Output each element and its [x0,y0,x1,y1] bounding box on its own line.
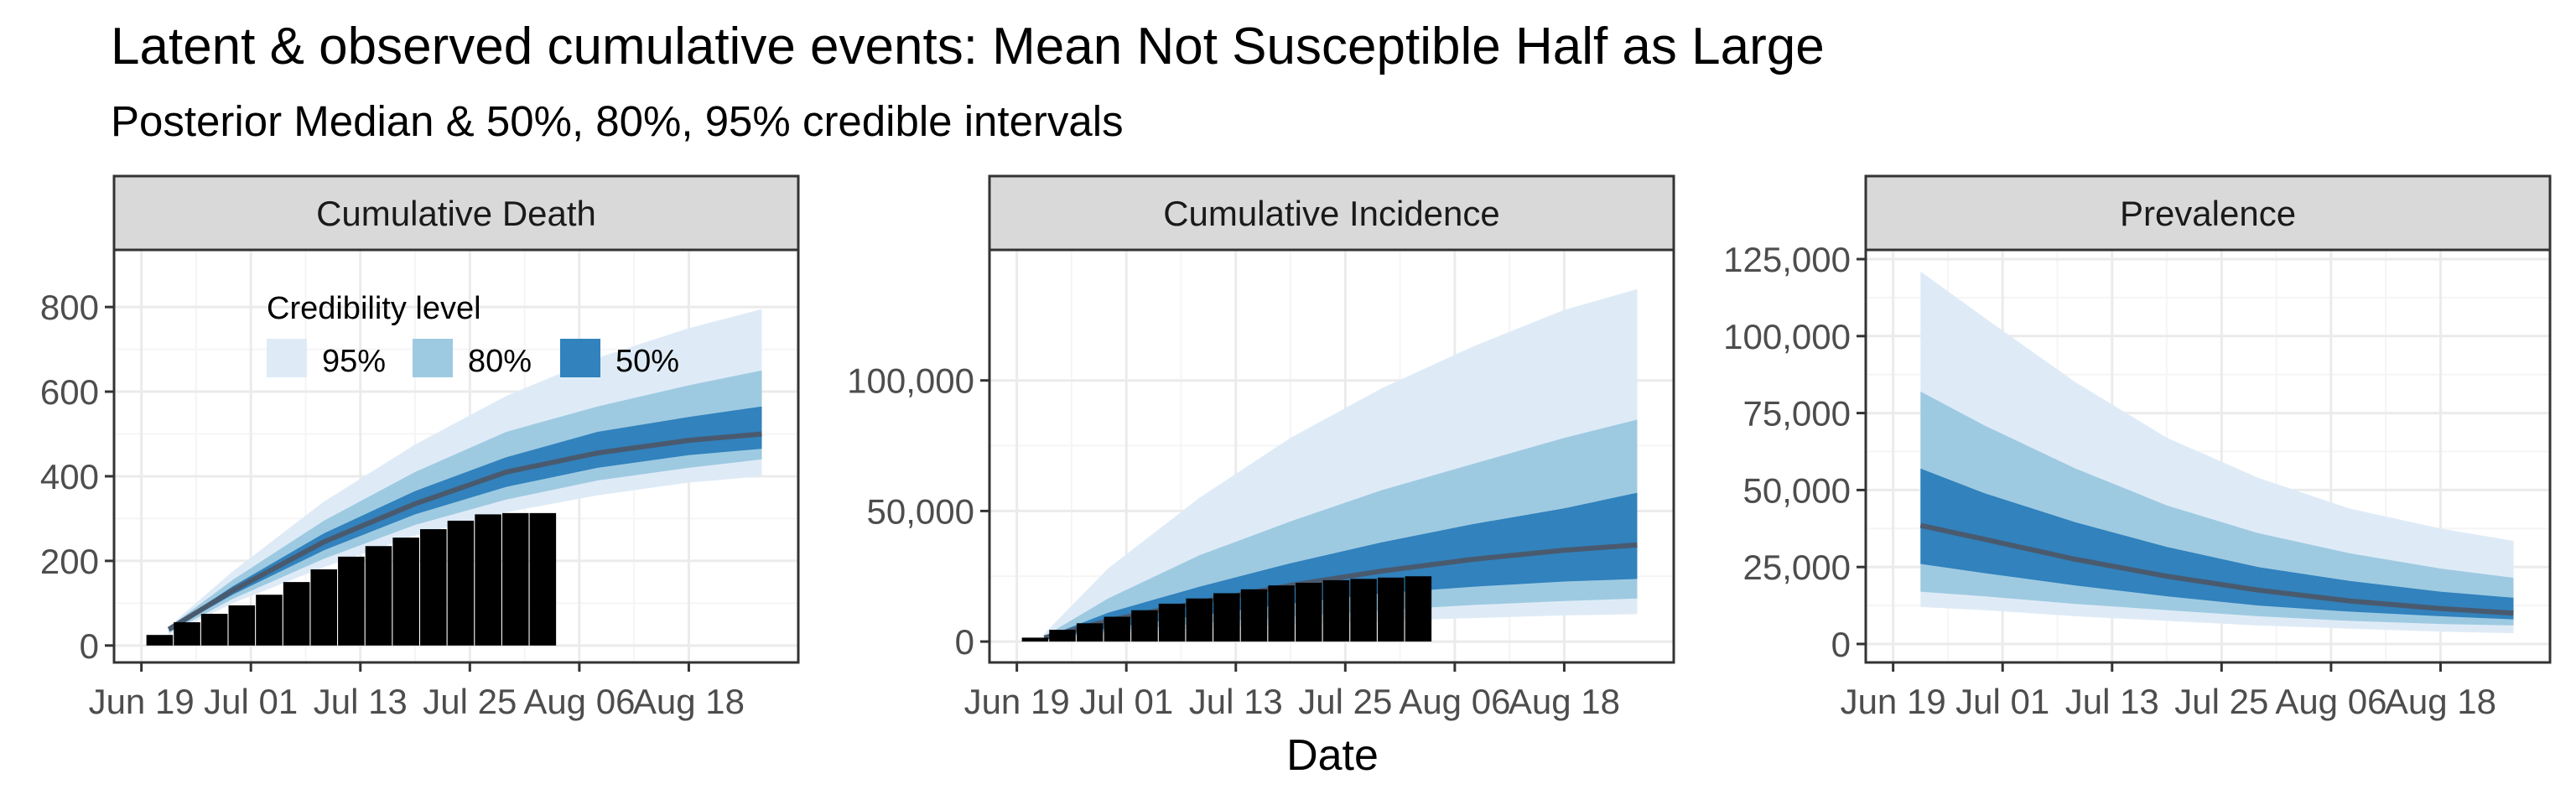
x-tick-label: Jul 01 [1955,682,2049,721]
panel-cumulative-death: Cumulative Death 0 200 400 600 800 Jun 19 Jul 0… [40,174,800,721]
observed-bar [174,622,200,646]
observed-bar [365,546,392,646]
y-tick-label: 125,000 [1723,240,1851,279]
legend-key [413,339,453,377]
observed-bar [228,605,256,646]
observed-bar [283,582,310,646]
legend: Credibility level 95% 80% 50% [267,291,679,379]
x-tick-label: Jun 19 [89,682,195,721]
x-tick-label: Jul 25 [2174,682,2268,721]
y-tick-label: 50,000 [867,491,974,531]
x-tick-label: Aug 06 [523,682,635,721]
facet-strip [112,174,800,252]
ci50-band [1920,468,2514,620]
x-tick-label: Jul 13 [1189,682,1283,721]
observed-bar [447,520,475,646]
observed-bar [1021,637,1049,642]
x-tick-label: Jul 13 [314,682,408,721]
facet-strip-label: Prevalence [2120,194,2296,233]
x-tick-label: Jul 01 [1079,682,1173,721]
median-line [167,431,762,632]
x-tick-label: Jul 25 [1298,682,1392,721]
y-tick-label: 100,000 [847,361,974,401]
observed-bar [1350,579,1377,642]
x-tick-label: Jul 01 [204,682,298,721]
x-tick-label: Aug 06 [2275,682,2386,721]
observed-bar [1049,630,1076,642]
observed-bar [146,635,174,646]
legend-label: 95% [322,344,386,379]
x-tick-label: Aug 18 [2385,682,2496,721]
facet-strip [1864,174,2552,252]
observed-bar [1186,598,1213,642]
observed-bar [1322,579,1350,642]
panel-cumulative-incidence: Cumulative Incidence 0 50,000 100,000 Jun 19… [847,174,1675,721]
median-line [1919,522,2514,616]
x-tick-label: Aug 18 [633,682,745,721]
y-tick-label: 0 [1831,625,1851,664]
chart-subtitle: Posterior Median & 50%, 80%, 95% credibl… [111,97,1124,145]
y-tick-label: 75,000 [1743,394,1851,434]
observed-bar [1104,616,1131,642]
y-tick-label: 100,000 [1723,317,1851,356]
observed-bar [1296,583,1322,642]
observed-bar [1213,593,1240,642]
observed-bar [1240,589,1268,642]
observed-bar [392,538,419,646]
y-tick-label: 0 [955,622,974,662]
legend-key [560,339,600,377]
chart-title: Latent & observed cumulative events: Mea… [111,18,1825,75]
legend-label: 80% [468,344,532,379]
y-tick-label: 400 [40,457,99,496]
legend-title: Credibility level [267,291,481,326]
x-axis-label: Date [1286,731,1379,780]
facet-strip-label: Cumulative Death [316,194,596,233]
x-tick-label: Jun 19 [1841,682,1946,721]
y-tick-label: 25,000 [1743,548,1851,587]
facet-strip [988,174,1675,252]
x-tick-label: Aug 06 [1399,682,1510,721]
y-tick-label: 50,000 [1743,470,1851,510]
observed-bar [1076,623,1104,642]
observed-bar [1405,576,1432,642]
observed-bar [200,613,228,646]
y-tick-label: 800 [40,288,99,327]
x-tick-label: Jun 19 [964,682,1070,721]
observed-bar [1377,577,1405,642]
x-tick-label: Aug 18 [1509,682,1620,721]
observed-bar [310,569,338,646]
legend-key [267,339,307,377]
observed-bar [529,512,557,646]
observed-bar [501,512,529,646]
observed-bar [1131,610,1158,642]
y-tick-label: 600 [40,372,99,412]
legend-label: 50% [615,344,679,379]
ci50-band [169,406,762,631]
observed-bar [256,595,283,646]
y-tick-label: 0 [80,626,99,666]
observed-bar [1268,585,1295,642]
x-tick-label: Jul 13 [2065,682,2159,721]
facet-strip-label: Cumulative Incidence [1163,194,1500,233]
panel-prevalence: Prevalence 0 25,000 50,000 75,000 100,000 125,… [1723,174,2552,721]
x-tick-label: Jul 25 [423,682,517,721]
observed-bar [420,529,447,646]
observed-bar [1158,603,1186,642]
observed-bar [338,556,365,646]
observed-bar [475,514,501,646]
y-tick-label: 200 [40,542,99,581]
